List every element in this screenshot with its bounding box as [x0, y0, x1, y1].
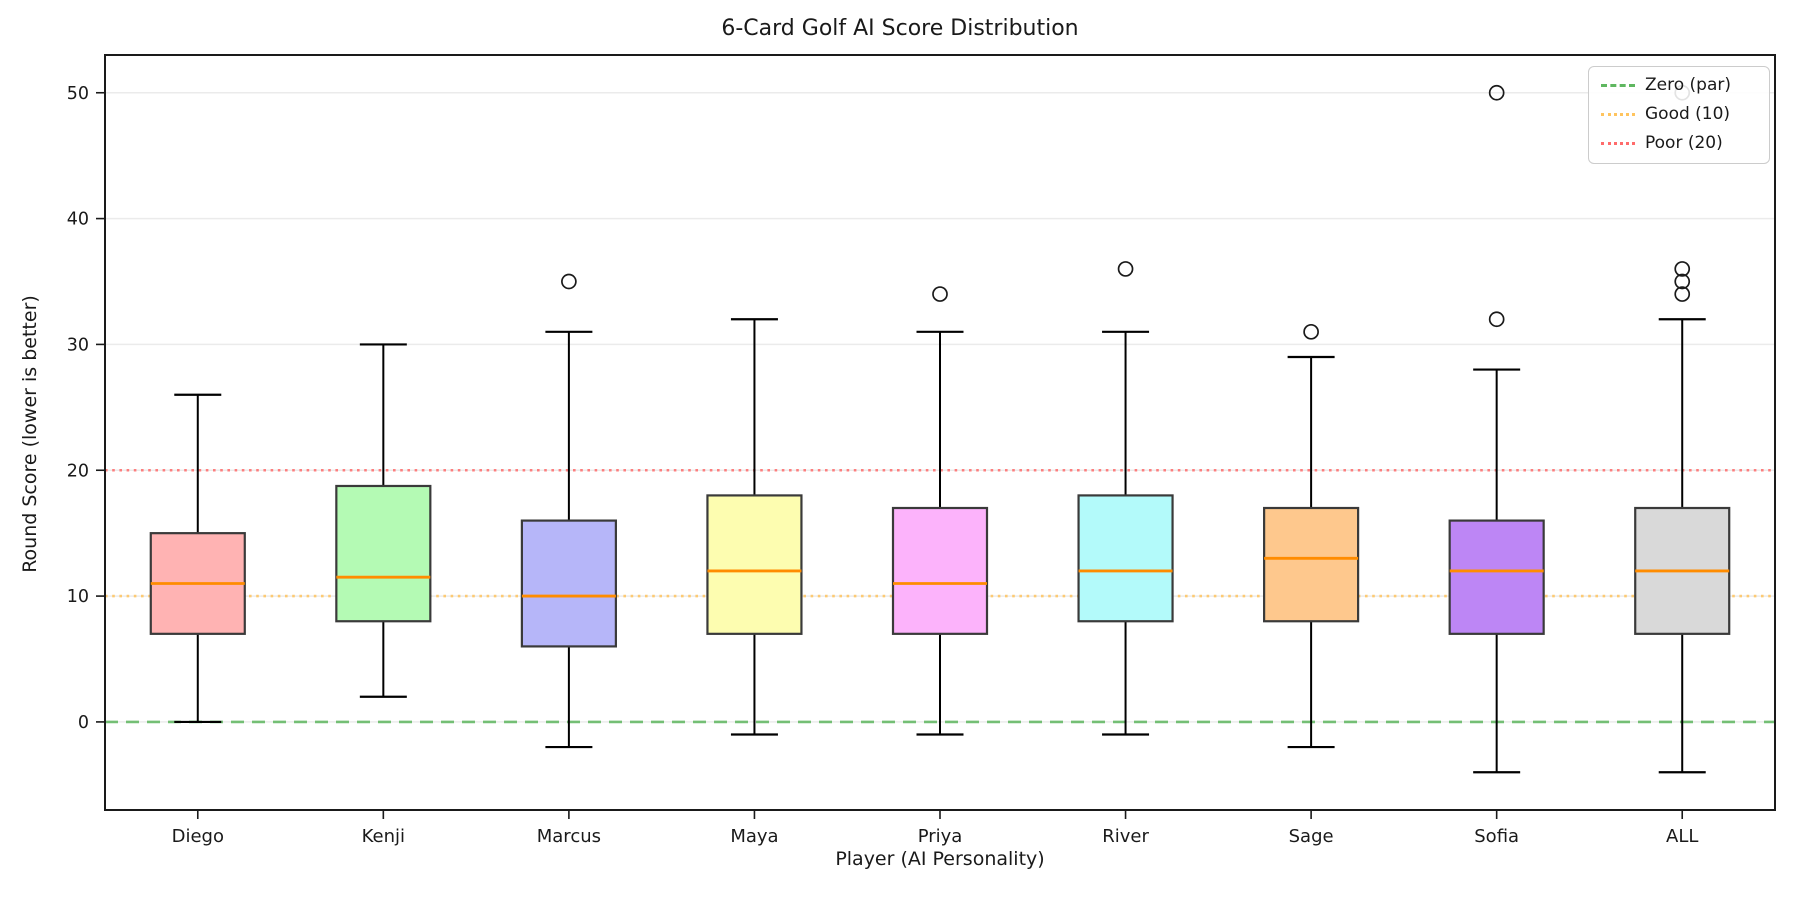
outlier-Marcus-0: [561, 273, 577, 290]
x-axis-label: Player (AI Personality): [835, 848, 1045, 870]
box-Sofia: [1448, 519, 1545, 635]
box-Maya: [706, 494, 803, 635]
y-tick-label-20: 20: [67, 461, 89, 481]
box-Sage: [1263, 506, 1360, 623]
outlier-Priya-0: [932, 286, 948, 302]
legend-label: Good (10): [1645, 104, 1731, 124]
outlier-ALL-1: [1674, 273, 1691, 290]
x-tick-label-Marcus: Marcus: [537, 826, 601, 847]
x-tick-label-Sofia: Sofia: [1474, 826, 1519, 847]
legend-label: Poor (20): [1645, 133, 1723, 153]
y-tick-label-30: 30: [67, 335, 89, 355]
dotted-line-icon: [1601, 141, 1635, 145]
x-tick-label-Diego: Diego: [172, 826, 224, 847]
outlier-ALL-2: [1674, 261, 1691, 277]
box-Priya: [891, 506, 989, 635]
x-tick-label-Sage: Sage: [1289, 826, 1334, 847]
y-tick-label-0: 0: [78, 713, 89, 733]
outlier-River-0: [1117, 261, 1134, 277]
outlier-Sage-0: [1303, 323, 1319, 340]
chart-title: 6-Card Golf AI Score Distribution: [721, 16, 1079, 41]
dashed-line-icon: [1601, 83, 1635, 87]
legend-item-good: Good (10): [1601, 104, 1757, 124]
legend: Zero (par) Good (10) Poor (20): [1588, 66, 1770, 164]
outlier-Sofia-0: [1488, 311, 1505, 328]
box-River: [1077, 494, 1174, 623]
y-axis-label: Round Score (lower is better): [19, 295, 41, 573]
y-tick-label-10: 10: [67, 587, 89, 607]
dotted-line-icon: [1601, 112, 1635, 116]
y-tick-label-50: 50: [67, 84, 89, 104]
box-Marcus: [520, 519, 617, 648]
x-tick-label-Kenji: Kenji: [362, 826, 405, 847]
x-tick-label-ALL: ALL: [1666, 826, 1698, 847]
outlier-Sofia-1: [1488, 84, 1505, 101]
legend-item-zero: Zero (par): [1601, 75, 1757, 95]
x-tick-label-River: River: [1102, 826, 1149, 847]
x-tick-label-Priya: Priya: [918, 826, 963, 847]
legend-item-poor: Poor (20): [1601, 133, 1757, 153]
x-tick-label-Maya: Maya: [730, 826, 778, 847]
y-tick-label-40: 40: [67, 210, 89, 230]
box-Kenji: [335, 484, 432, 623]
legend-label: Zero (par): [1645, 75, 1731, 95]
plot-frame: [104, 54, 1776, 811]
outlier-ALL-0: [1674, 286, 1691, 302]
